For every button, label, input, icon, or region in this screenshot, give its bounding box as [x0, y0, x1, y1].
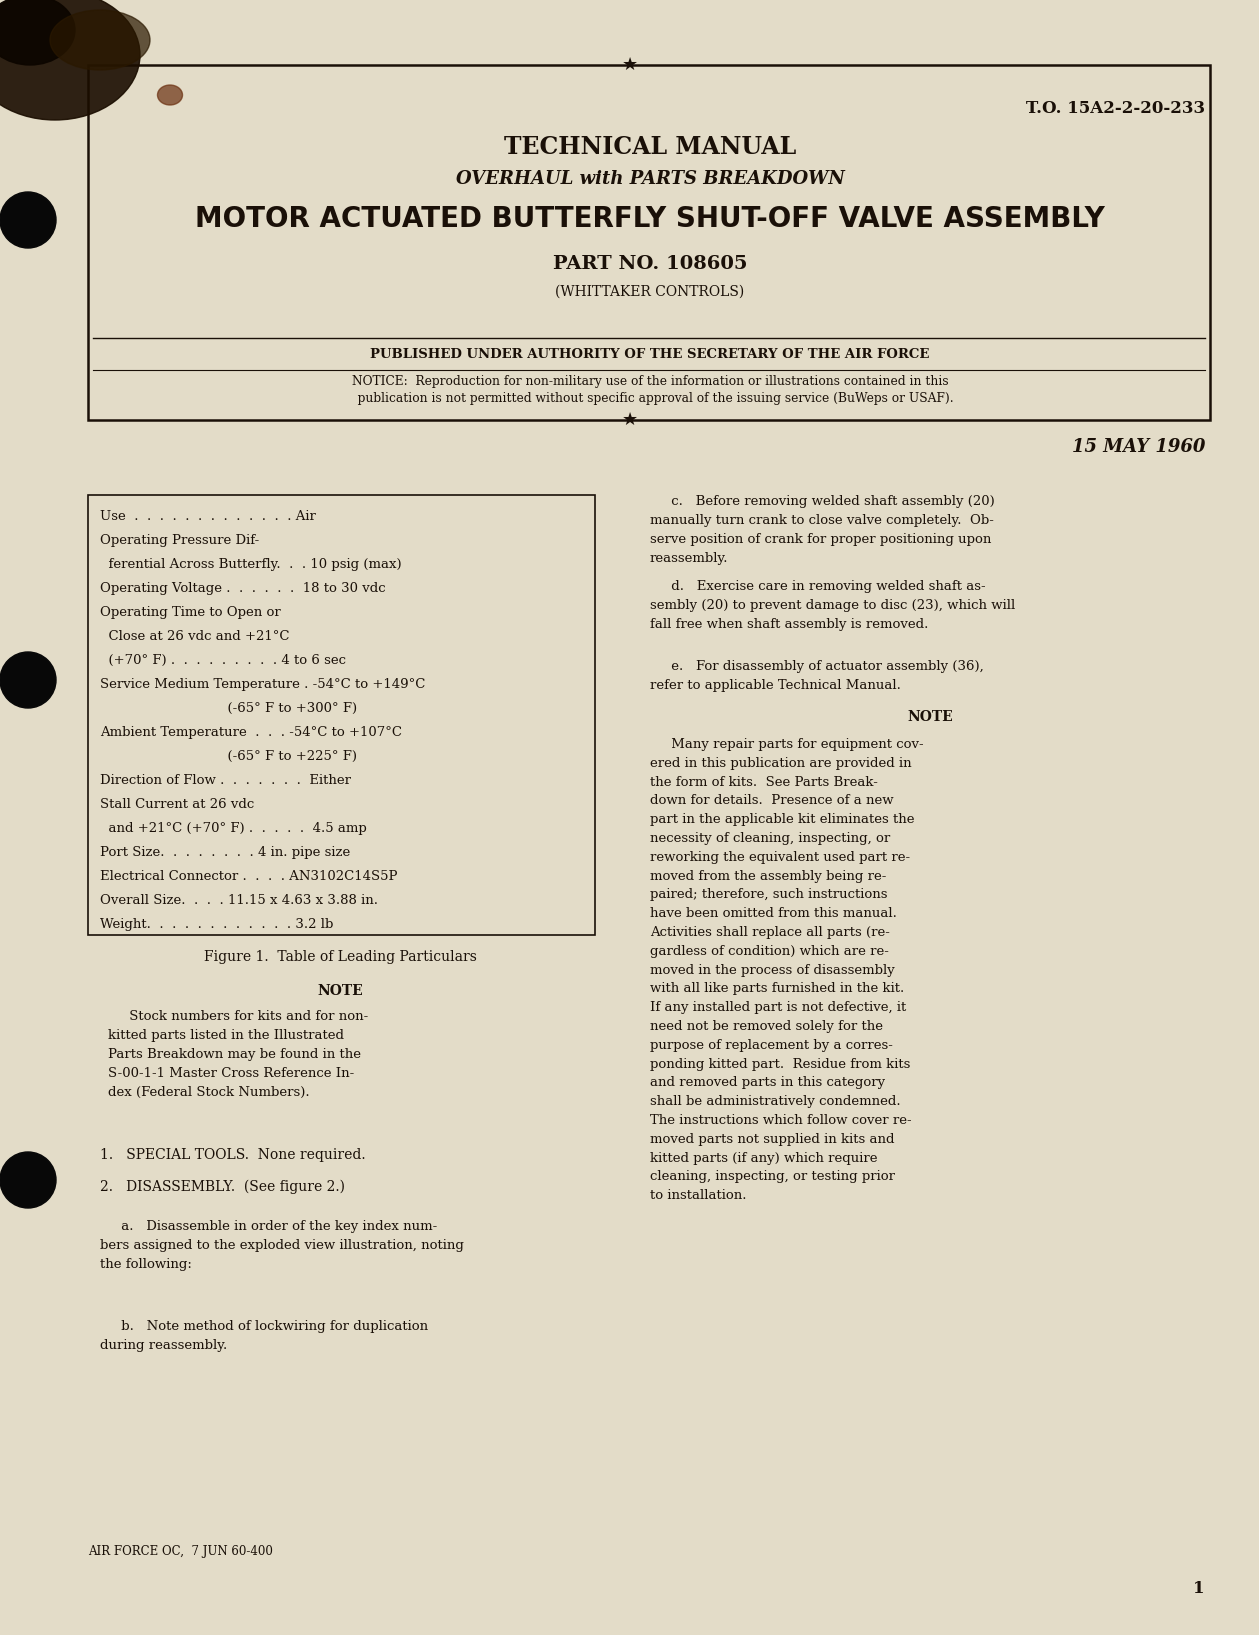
Text: TECHNICAL MANUAL: TECHNICAL MANUAL: [504, 136, 796, 159]
Text: Stall Current at 26 vdc: Stall Current at 26 vdc: [99, 798, 254, 811]
Bar: [88, 495, 596, 935]
Text: Ambient Temperature  .  .  . -54°C to +107°C: Ambient Temperature . . . -54°C to +107°…: [99, 726, 402, 739]
Text: (WHITTAKER CONTROLS): (WHITTAKER CONTROLS): [555, 284, 744, 299]
Text: Weight.  .  .  .  .  .  .  .  .  .  .  . 3.2 lb: Weight. . . . . . . . . . . . 3.2 lb: [99, 917, 334, 930]
Text: d.   Exercise care in removing welded shaft as-
sembly (20) to prevent damage to: d. Exercise care in removing welded shaf…: [650, 580, 1015, 631]
Text: e.   For disassembly of actuator assembly (36),
refer to applicable Technical Ma: e. For disassembly of actuator assembly …: [650, 661, 983, 692]
Text: PART NO. 108605: PART NO. 108605: [553, 255, 748, 273]
Text: Stock numbers for kits and for non-
kitted parts listed in the Illustrated
Parts: Stock numbers for kits and for non- kitt…: [108, 1010, 368, 1099]
Ellipse shape: [0, 0, 140, 119]
Circle shape: [0, 652, 55, 708]
Text: b.   Note method of lockwiring for duplication
during reassembly.: b. Note method of lockwiring for duplica…: [99, 1319, 428, 1352]
Text: Operating Voltage .  .  .  .  .  .  18 to 30 vdc: Operating Voltage . . . . . . 18 to 30 v…: [99, 582, 385, 595]
Text: Figure 1.  Table of Leading Particulars: Figure 1. Table of Leading Particulars: [204, 950, 476, 965]
Text: NOTE: NOTE: [908, 710, 953, 724]
Text: 1.   SPECIAL TOOLS.  None required.: 1. SPECIAL TOOLS. None required.: [99, 1148, 365, 1162]
Text: AIR FORCE OC,  7 JUN 60-400: AIR FORCE OC, 7 JUN 60-400: [88, 1545, 273, 1558]
Text: OVERHAUL with PARTS BREAKDOWN: OVERHAUL with PARTS BREAKDOWN: [456, 170, 845, 188]
Circle shape: [0, 1153, 55, 1208]
Text: ferential Across Butterfly.  .  . 10 psig (max): ferential Across Butterfly. . . 10 psig …: [99, 558, 402, 571]
Text: Overall Size.  .  .  . 11.15 x 4.63 x 3.88 in.: Overall Size. . . . 11.15 x 4.63 x 3.88 …: [99, 894, 378, 907]
Ellipse shape: [157, 85, 183, 105]
Bar: [88, 65, 1210, 420]
Text: 15 MAY 1960: 15 MAY 1960: [1071, 438, 1205, 456]
Text: (-65° F to +225° F): (-65° F to +225° F): [99, 750, 358, 764]
Text: MOTOR ACTUATED BUTTERFLY SHUT-OFF VALVE ASSEMBLY: MOTOR ACTUATED BUTTERFLY SHUT-OFF VALVE …: [195, 204, 1105, 234]
Text: Operating Pressure Dif-: Operating Pressure Dif-: [99, 535, 259, 548]
Text: ★: ★: [622, 410, 638, 428]
Text: NOTICE:  Reproduction for non-military use of the information or illustrations c: NOTICE: Reproduction for non-military us…: [351, 374, 948, 387]
Text: 1: 1: [1194, 1579, 1205, 1597]
Text: publication is not permitted without specific approval of the issuing service (B: publication is not permitted without spe…: [346, 392, 954, 405]
Text: ★: ★: [622, 56, 638, 74]
Text: Direction of Flow .  .  .  .  .  .  .  Either: Direction of Flow . . . . . . . Either: [99, 773, 351, 786]
Ellipse shape: [0, 0, 76, 65]
Text: Many repair parts for equipment cov-
ered in this publication are provided in
th: Many repair parts for equipment cov- ere…: [650, 737, 924, 1202]
Text: Operating Time to Open or: Operating Time to Open or: [99, 607, 281, 620]
Text: Port Size.  .  .  .  .  .  .  . 4 in. pipe size: Port Size. . . . . . . . 4 in. pipe size: [99, 845, 350, 858]
Text: a.   Disassemble in order of the key index num-
bers assigned to the exploded vi: a. Disassemble in order of the key index…: [99, 1220, 463, 1270]
Ellipse shape: [50, 10, 150, 70]
Text: (+70° F) .  .  .  .  .  .  .  .  . 4 to 6 sec: (+70° F) . . . . . . . . . 4 to 6 sec: [99, 654, 346, 667]
Text: NOTE: NOTE: [317, 984, 363, 997]
Text: T.O. 15A2-2-20-233: T.O. 15A2-2-20-233: [1026, 100, 1205, 118]
Text: and +21°C (+70° F) .  .  .  .  .  4.5 amp: and +21°C (+70° F) . . . . . 4.5 amp: [99, 822, 366, 835]
Text: Use  .  .  .  .  .  .  .  .  .  .  .  .  . Air: Use . . . . . . . . . . . . . Air: [99, 510, 316, 523]
Text: PUBLISHED UNDER AUTHORITY OF THE SECRETARY OF THE AIR FORCE: PUBLISHED UNDER AUTHORITY OF THE SECRETA…: [370, 348, 929, 361]
Text: (-65° F to +300° F): (-65° F to +300° F): [99, 701, 358, 714]
Text: c.   Before removing welded shaft assembly (20)
manually turn crank to close val: c. Before removing welded shaft assembly…: [650, 495, 995, 566]
Text: 2.   DISASSEMBLY.  (See figure 2.): 2. DISASSEMBLY. (See figure 2.): [99, 1180, 345, 1195]
Text: Service Medium Temperature . -54°C to +149°C: Service Medium Temperature . -54°C to +1…: [99, 679, 426, 692]
Text: Close at 26 vdc and +21°C: Close at 26 vdc and +21°C: [99, 629, 290, 643]
Text: Electrical Connector .  .  .  . AN3102C14S5P: Electrical Connector . . . . AN3102C14S5…: [99, 870, 398, 883]
Circle shape: [0, 191, 55, 249]
